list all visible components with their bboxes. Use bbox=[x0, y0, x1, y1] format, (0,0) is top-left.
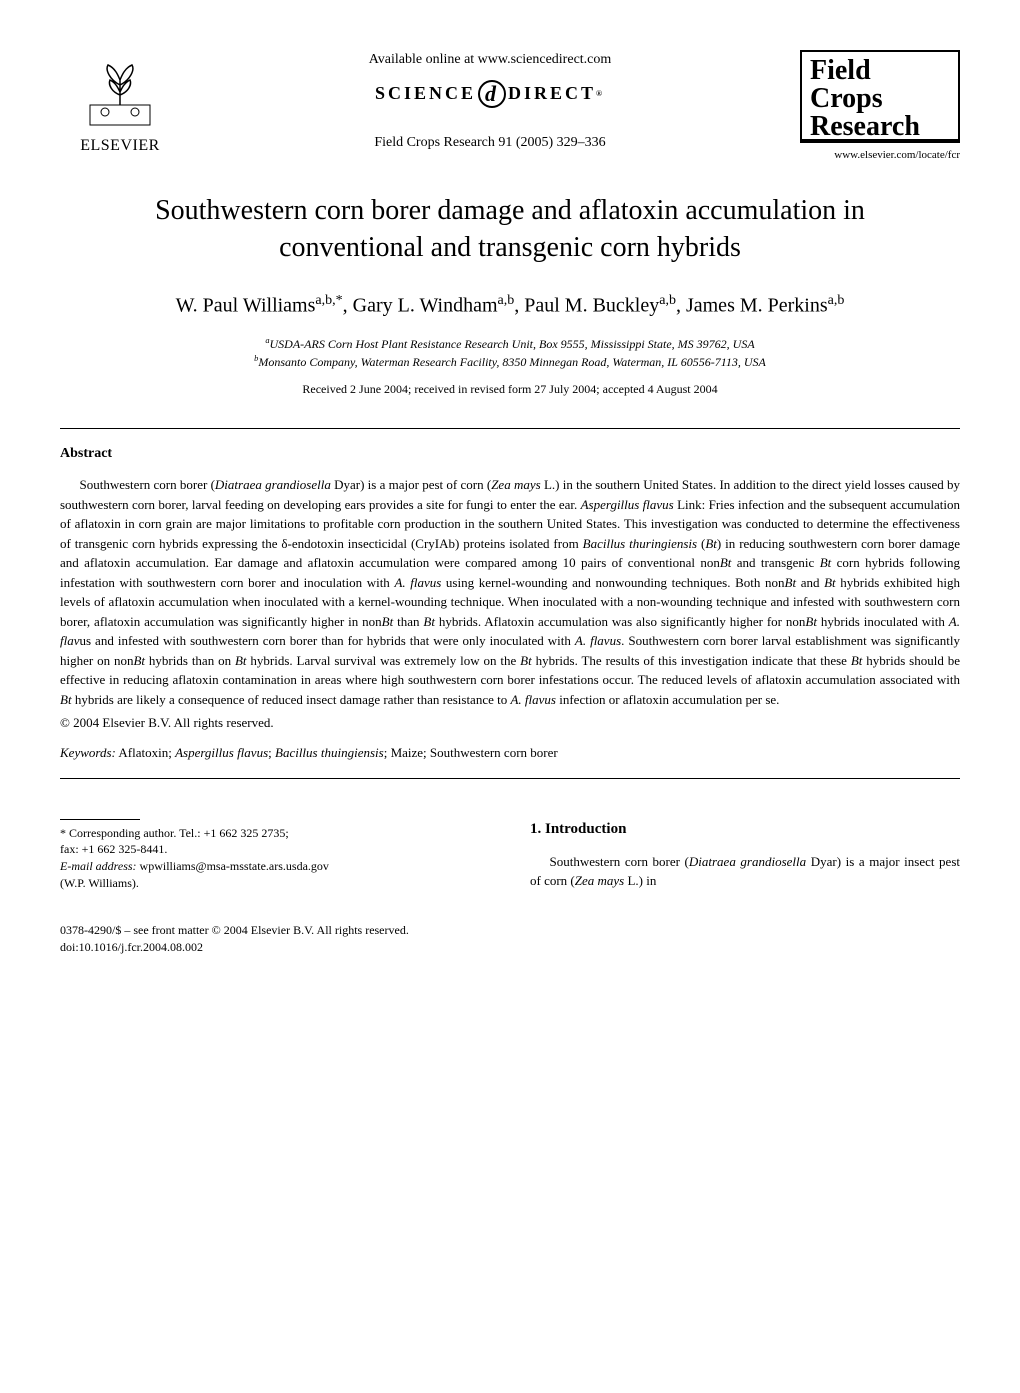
footer-copyright: 0378-4290/$ – see front matter © 2004 El… bbox=[60, 922, 960, 939]
abstract-text: Southwestern corn borer (Diatraea grandi… bbox=[60, 475, 960, 709]
author-3: Paul M. Buckley bbox=[524, 295, 659, 317]
divider-top bbox=[60, 428, 960, 429]
journal-name-line2: Crops bbox=[810, 85, 950, 113]
author-1: W. Paul Williams bbox=[176, 295, 316, 317]
author-4-aff: a,b bbox=[828, 293, 845, 308]
journal-title-block: Field Crops Research www.elsevier.com/lo… bbox=[800, 50, 960, 163]
header-row: ELSEVIER Available online at www.science… bbox=[60, 50, 960, 163]
abstract-heading: Abstract bbox=[60, 444, 960, 464]
author-1-aff: a,b, bbox=[315, 293, 335, 308]
sciencedirect-text: Available online at www.sciencedirect.co… bbox=[200, 50, 780, 70]
footer: 0378-4290/$ – see front matter © 2004 El… bbox=[60, 922, 960, 956]
bottom-two-column: * Corresponding author. Tel.: +1 662 325… bbox=[60, 819, 960, 892]
copyright-line: © 2004 Elsevier B.V. All rights reserved… bbox=[60, 714, 960, 732]
elsevier-tree-icon bbox=[80, 50, 160, 130]
affiliation-a: USDA-ARS Corn Host Plant Resistance Rese… bbox=[270, 337, 755, 351]
keywords-label: Keywords: bbox=[60, 745, 116, 760]
introduction-text: Southwestern corn borer (Diatraea grandi… bbox=[530, 852, 960, 891]
affiliation-b: Monsanto Company, Waterman Research Faci… bbox=[258, 355, 766, 369]
author-1-corr: * bbox=[336, 293, 343, 308]
elsevier-label: ELSEVIER bbox=[80, 135, 160, 157]
keywords-line: Keywords: Aflatoxin; Aspergillus flavus;… bbox=[60, 744, 960, 762]
article-title: Southwestern corn borer damage and aflat… bbox=[100, 193, 920, 266]
sd-circle-icon: d bbox=[478, 80, 506, 108]
journal-citation: Field Crops Research 91 (2005) 329–336 bbox=[200, 133, 780, 153]
fax-line: fax: +1 662 325-8441. bbox=[60, 841, 490, 858]
divider-bottom bbox=[60, 778, 960, 779]
author-4: James M. Perkins bbox=[686, 295, 828, 317]
introduction-column: 1. Introduction Southwestern corn borer … bbox=[530, 819, 960, 892]
author-2: Gary L. Windham bbox=[353, 295, 498, 317]
author-3-aff: a,b bbox=[659, 293, 676, 308]
sd-science: SCIENCE bbox=[375, 81, 476, 106]
article-dates: Received 2 June 2004; received in revise… bbox=[60, 381, 960, 398]
center-header-block: Available online at www.sciencedirect.co… bbox=[180, 50, 800, 152]
footer-doi: doi:10.1016/j.fcr.2004.08.002 bbox=[60, 939, 960, 956]
journal-border bbox=[800, 139, 960, 143]
introduction-heading: 1. Introduction bbox=[530, 819, 960, 840]
sd-reg-icon: ® bbox=[596, 88, 605, 99]
footnote-divider bbox=[60, 819, 140, 820]
email-author: (W.P. Williams). bbox=[60, 875, 490, 892]
sd-direct: DIRECT bbox=[508, 81, 596, 106]
author-2-aff: a,b bbox=[498, 293, 515, 308]
corresponding-author: * Corresponding author. Tel.: +1 662 325… bbox=[60, 825, 490, 842]
sciencedirect-logo: SCIENCE d DIRECT ® bbox=[200, 80, 780, 108]
keywords-text: Aflatoxin; Aspergillus flavus; Bacillus … bbox=[116, 745, 558, 760]
journal-url: www.elsevier.com/locate/fcr bbox=[800, 148, 960, 163]
journal-name-line3: Research bbox=[810, 113, 950, 141]
email-address: wpwilliams@msa-msstate.ars.usda.gov bbox=[137, 859, 329, 873]
journal-name-line1: Field bbox=[810, 57, 950, 85]
footnote-column: * Corresponding author. Tel.: +1 662 325… bbox=[60, 819, 490, 892]
email-label: E-mail address: bbox=[60, 859, 137, 873]
elsevier-block: ELSEVIER bbox=[60, 50, 180, 157]
affiliations: aUSDA-ARS Corn Host Plant Resistance Res… bbox=[60, 335, 960, 371]
authors-line: W. Paul Williamsa,b,*, Gary L. Windhama,… bbox=[60, 291, 960, 320]
email-line: E-mail address: wpwilliams@msa-msstate.a… bbox=[60, 858, 490, 875]
